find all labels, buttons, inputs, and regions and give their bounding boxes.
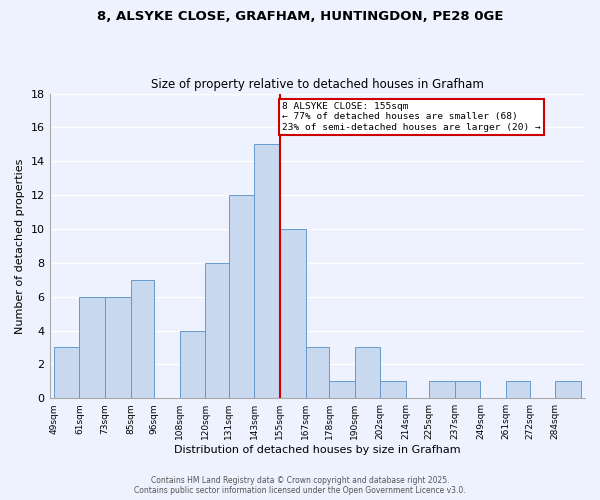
Bar: [455, 382, 481, 398]
Bar: [355, 348, 380, 398]
Bar: [105, 296, 131, 398]
Bar: [380, 382, 406, 398]
Bar: [506, 382, 530, 398]
Text: 8 ALSYKE CLOSE: 155sqm
← 77% of detached houses are smaller (68)
23% of semi-det: 8 ALSYKE CLOSE: 155sqm ← 77% of detached…: [282, 102, 541, 132]
X-axis label: Distribution of detached houses by size in Grafham: Distribution of detached houses by size …: [174, 445, 461, 455]
Bar: [254, 144, 280, 398]
Bar: [305, 348, 329, 398]
Bar: [329, 382, 355, 398]
Bar: [205, 263, 229, 398]
Bar: [54, 348, 79, 398]
Text: 8, ALSYKE CLOSE, GRAFHAM, HUNTINGDON, PE28 0GE: 8, ALSYKE CLOSE, GRAFHAM, HUNTINGDON, PE…: [97, 10, 503, 23]
Bar: [79, 296, 105, 398]
Bar: [555, 382, 581, 398]
Bar: [131, 280, 154, 398]
Bar: [229, 195, 254, 398]
Text: Contains HM Land Registry data © Crown copyright and database right 2025.
Contai: Contains HM Land Registry data © Crown c…: [134, 476, 466, 495]
Bar: [179, 330, 205, 398]
Bar: [280, 229, 305, 398]
Title: Size of property relative to detached houses in Grafham: Size of property relative to detached ho…: [151, 78, 484, 91]
Bar: [429, 382, 455, 398]
Y-axis label: Number of detached properties: Number of detached properties: [15, 158, 25, 334]
